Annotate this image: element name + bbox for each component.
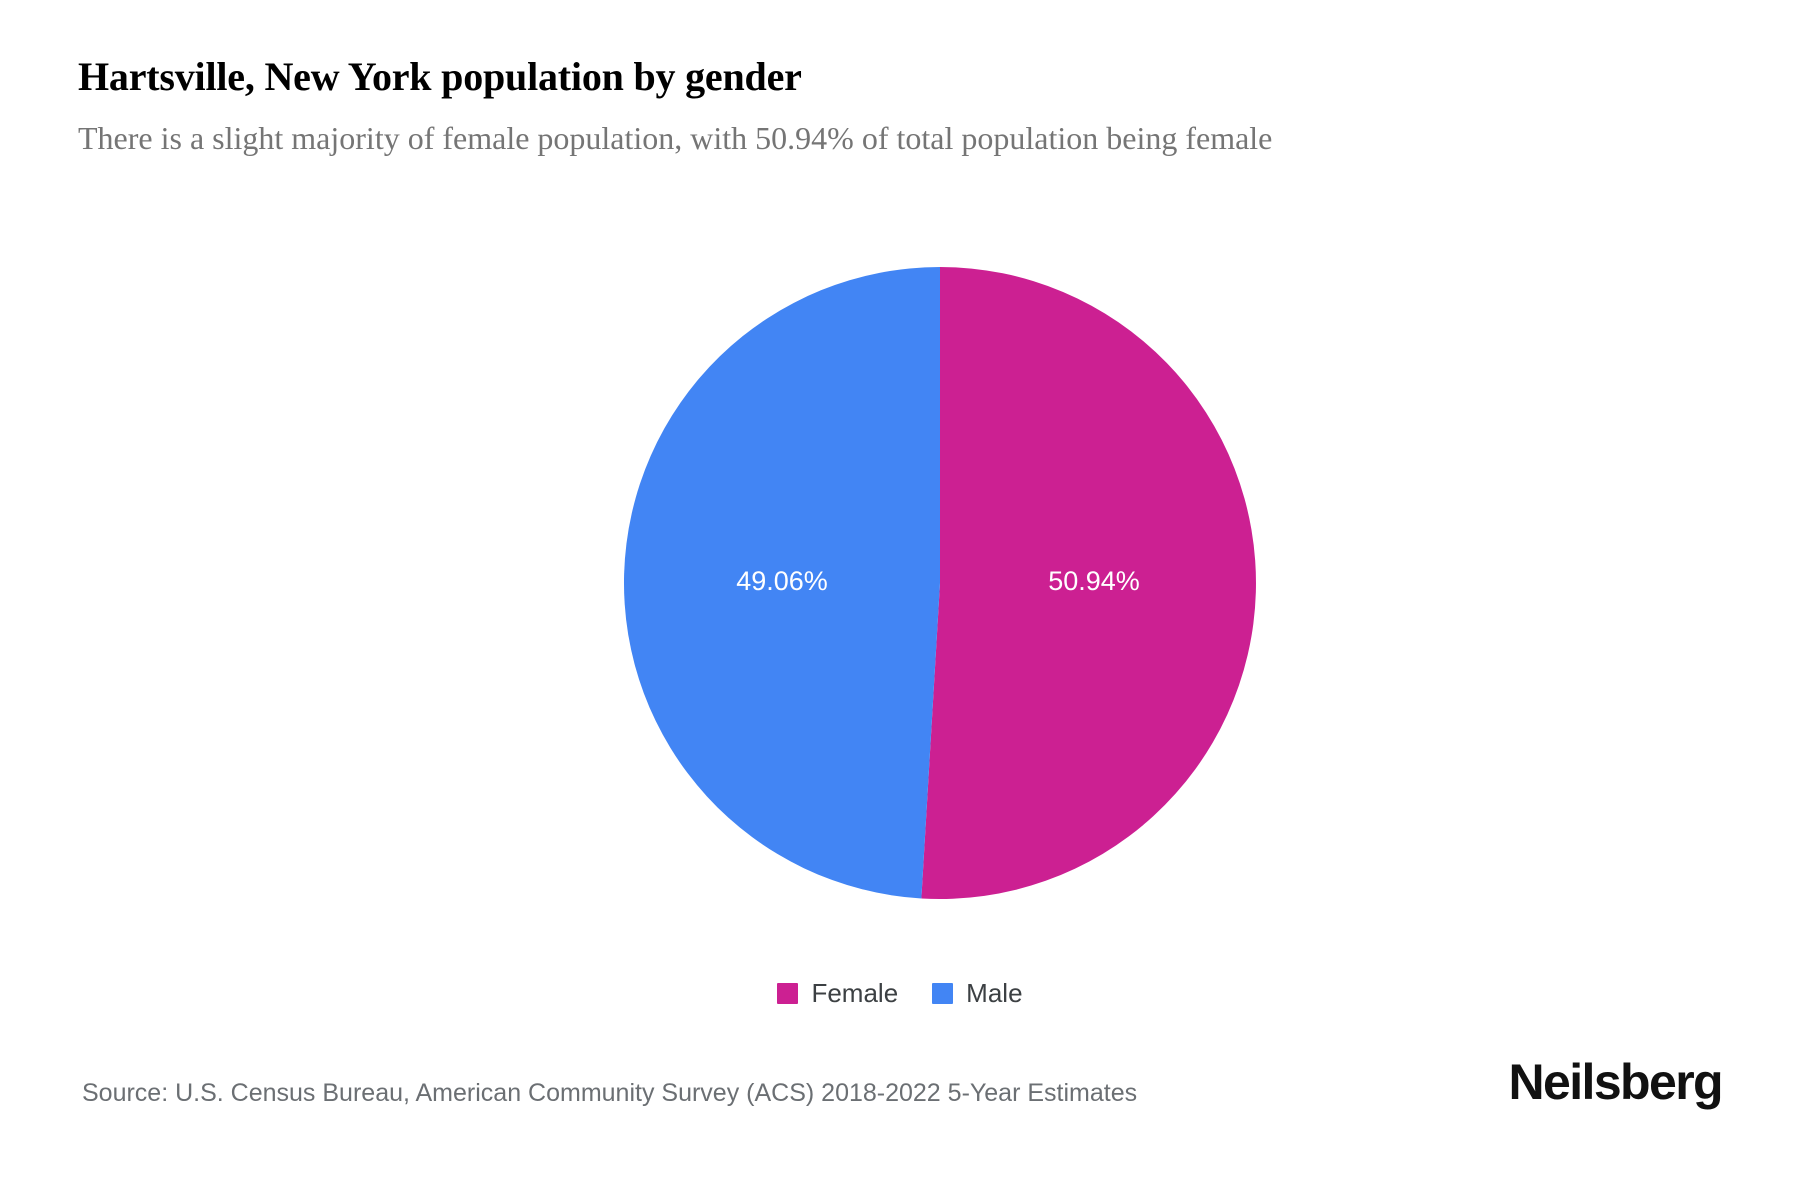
- pie-slice-male[interactable]: [623, 267, 940, 899]
- pie-slice-label-male: 49.06%: [736, 566, 828, 596]
- chart-subtitle: There is a slight majority of female pop…: [78, 120, 1273, 156]
- pie-slice-label-female: 50.94%: [1048, 566, 1140, 596]
- legend-swatch-male-icon: [932, 982, 954, 1004]
- pie-slice-female[interactable]: [921, 267, 1256, 899]
- legend-swatch-female-icon: [777, 982, 799, 1004]
- chart-legend: Female Male: [0, 980, 1800, 1006]
- page-title: Hartsville, New York population by gende…: [78, 54, 802, 99]
- source-note: Source: U.S. Census Bureau, American Com…: [82, 1079, 1138, 1107]
- brand-logo: Neilsberg: [1508, 1054, 1724, 1110]
- legend-label-female: Female: [811, 978, 899, 1008]
- legend-item-female[interactable]: Female: [777, 980, 898, 1006]
- legend-label-male: Male: [966, 978, 1023, 1008]
- legend-item-male[interactable]: Male: [932, 978, 1023, 1008]
